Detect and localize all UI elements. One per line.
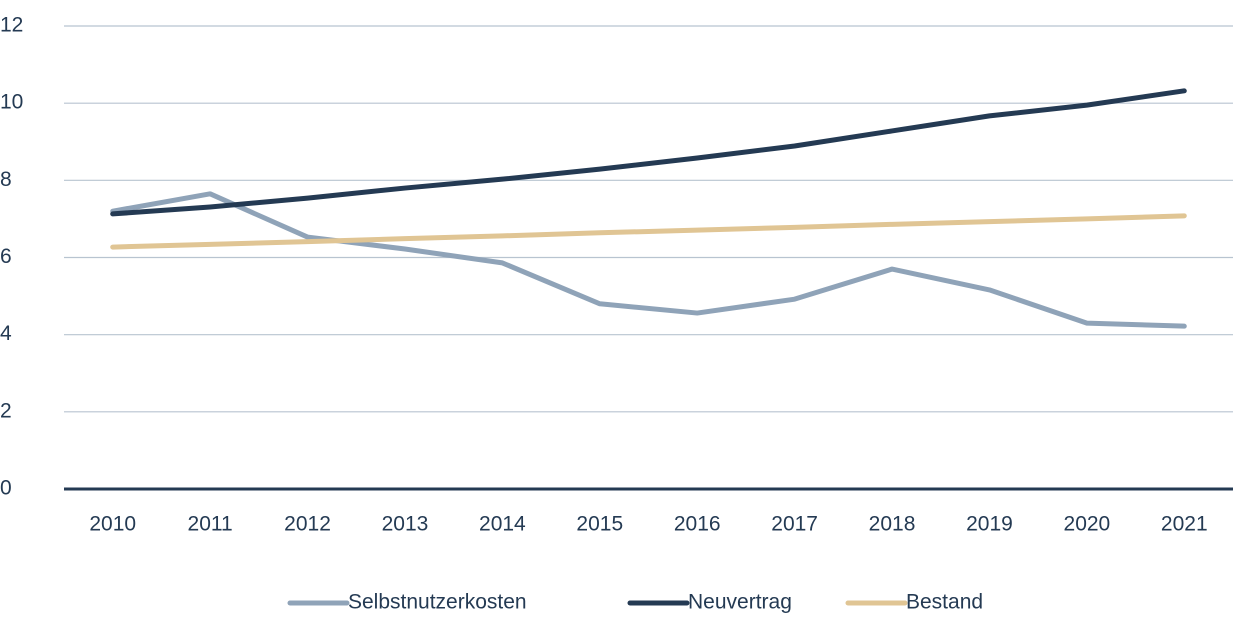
y-tick-label: 12: [0, 14, 23, 37]
line-series: [110, 88, 1187, 217]
y-tick-label: 2: [0, 399, 12, 422]
x-tick-label: 2010: [89, 513, 136, 536]
x-tick-label: 2013: [382, 513, 429, 536]
x-tick-label: 2019: [966, 513, 1013, 536]
line-series: [110, 213, 1187, 250]
y-tick-label: 10: [0, 91, 23, 114]
x-tick-label: 2014: [479, 513, 526, 536]
x-tick-label: 2012: [284, 513, 331, 536]
line-series: [110, 191, 1187, 329]
x-tick-label: 2017: [771, 513, 818, 536]
x-tick-label: 2020: [1064, 513, 1111, 536]
y-tick-label: 6: [0, 245, 12, 268]
legend-label: Bestand: [906, 591, 983, 614]
y-tick-label: 0: [0, 477, 12, 500]
x-tick-label: 2016: [674, 513, 721, 536]
x-tick-label: 2011: [188, 513, 233, 536]
x-tick-label: 2015: [576, 513, 623, 536]
x-tick-label: 2018: [869, 513, 916, 536]
y-tick-label: 8: [0, 168, 12, 191]
x-tick-label: 2021: [1161, 513, 1208, 536]
y-tick-label: 4: [0, 322, 12, 345]
legend-label: Selbstnutzerkosten: [348, 591, 527, 614]
legend-label: Neuvertrag: [688, 591, 792, 614]
